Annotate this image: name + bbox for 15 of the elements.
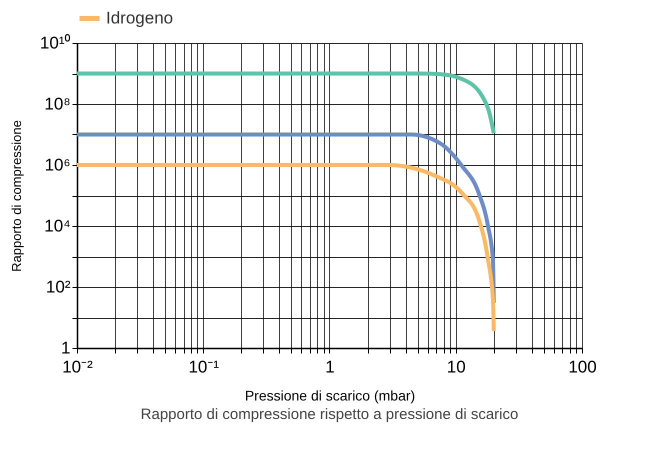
y-tick-label: 10⁶ xyxy=(44,156,70,174)
x-tick-label: 1 xyxy=(325,358,335,376)
text: Rapporto di compressione rispetto a pressione di scarico xyxy=(140,406,518,423)
x-tick-label: 10 xyxy=(446,358,466,376)
y-tick-label: 10² xyxy=(46,278,71,296)
x-axis-title: Pressione di scarico (mbar) xyxy=(244,388,416,404)
x-tick-label: 10⁻¹ xyxy=(188,358,220,376)
legend-label: Idrogeno xyxy=(106,8,174,28)
y-tick-label: 10¹⁰ xyxy=(40,34,70,52)
y-axis-title: Rapporto di compressione xyxy=(8,120,24,272)
y-tick-label: 10⁴ xyxy=(44,216,70,236)
x-tick-label: 10⁻² xyxy=(62,358,94,376)
y-tick-label: 1 xyxy=(61,338,70,358)
y-tick-label: 10⁸ xyxy=(44,94,70,114)
x-tick-label: 100 xyxy=(568,358,597,376)
